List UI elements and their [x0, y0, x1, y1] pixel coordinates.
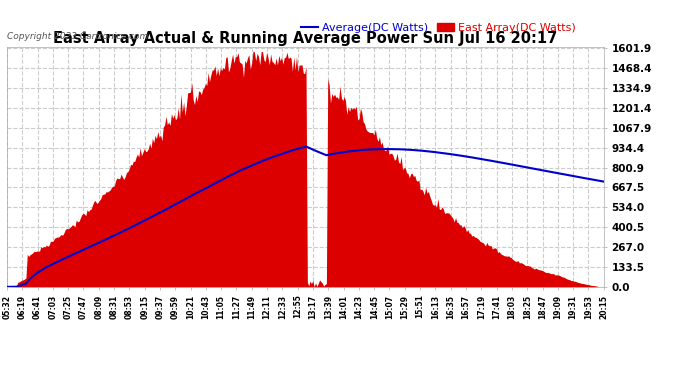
- Text: Copyright 2023 Cartronics.com: Copyright 2023 Cartronics.com: [7, 32, 148, 41]
- Legend: Average(DC Watts), East Array(DC Watts): Average(DC Watts), East Array(DC Watts): [297, 19, 580, 38]
- Title: East Array Actual & Running Average Power Sun Jul 16 20:17: East Array Actual & Running Average Powe…: [53, 31, 558, 46]
